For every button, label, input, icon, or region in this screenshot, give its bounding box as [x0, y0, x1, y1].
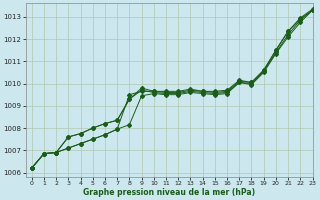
X-axis label: Graphe pression niveau de la mer (hPa): Graphe pression niveau de la mer (hPa): [83, 188, 255, 197]
